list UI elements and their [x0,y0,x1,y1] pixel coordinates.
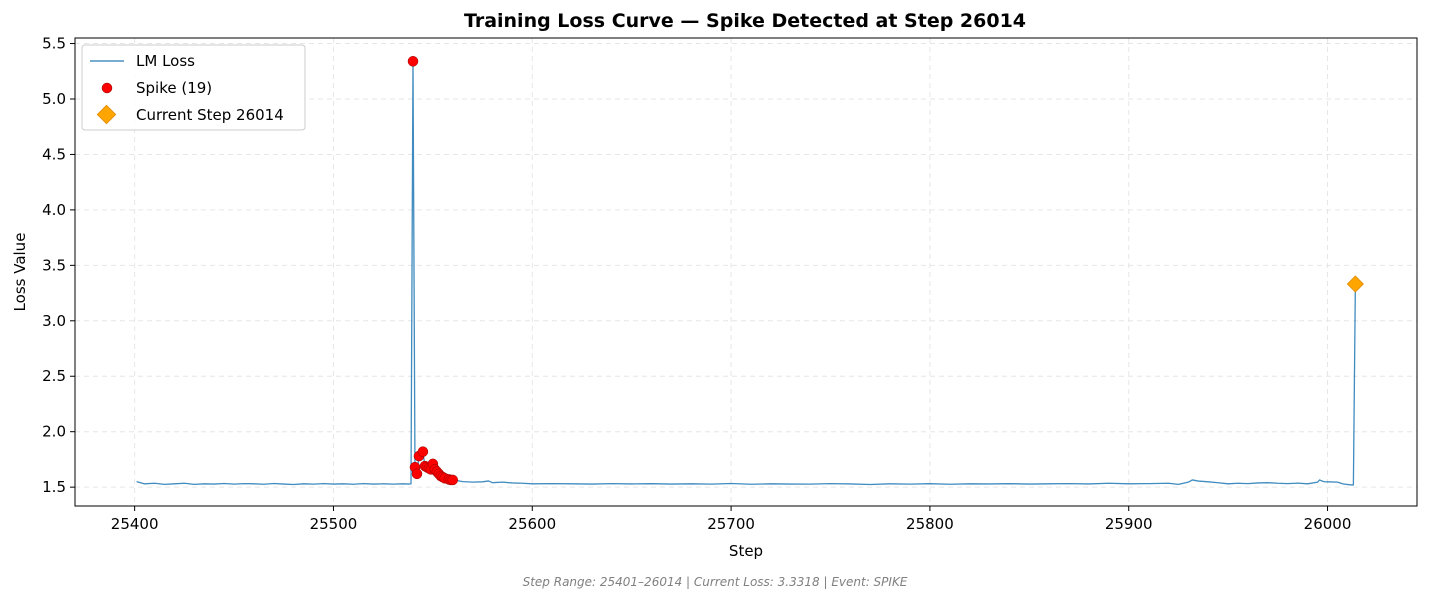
x-tick-label: 25600 [508,515,556,533]
y-tick-label: 2.0 [42,423,66,441]
legend-label-lm-loss: LM Loss [136,52,195,70]
legend-spike-swatch [101,82,113,94]
x-tick-label: 25900 [1105,515,1153,533]
spike-point [411,468,423,480]
chart-title: Training Loss Curve — Spike Detected at … [464,10,1026,32]
footer-status: Step Range: 25401–26014 | Current Loss: … [523,575,908,589]
y-tick-label: 4.0 [42,201,66,219]
y-tick-label: 5.0 [42,90,66,108]
x-axis-label: Step [729,542,763,560]
legend-box [81,44,306,131]
y-tick-label: 3.5 [42,256,66,274]
y-tick-label: 5.5 [42,35,66,53]
legend-current-swatch [96,104,117,125]
current-step-marker [1346,275,1364,293]
y-tick-label: 3.0 [42,312,66,330]
spike-point [407,56,419,67]
y-axis-ticks: 1.5 2.0 2.5 3.0 3.5 4.0 4.5 5.0 5.5 [42,35,75,496]
legend-label-spike: Spike (19) [136,79,212,97]
spike-point [417,446,429,457]
lm-loss-line [136,60,1357,486]
x-tick-label: 25700 [707,515,755,533]
y-tick-label: 4.5 [42,145,66,163]
x-tick-label: 25800 [906,515,954,533]
x-tick-label: 25400 [111,515,159,533]
legend-label-current-step: Current Step 26014 [136,106,284,124]
x-tick-label: 25500 [310,515,358,533]
plot-frame [74,37,1418,507]
plot-series [136,56,1364,486]
x-axis-ticks: 25400 25500 25600 25700 25800 25900 26000 [111,506,1352,533]
spike-point [447,474,458,486]
y-tick-label: 1.5 [42,478,66,496]
legend: LM Loss Spike (19) Current Step 26014 [81,44,306,131]
y-tick-label: 2.5 [42,367,66,385]
y-axis-label: Loss Value [11,233,29,312]
grid-lines [75,38,1417,506]
x-tick-label: 26000 [1304,515,1352,533]
